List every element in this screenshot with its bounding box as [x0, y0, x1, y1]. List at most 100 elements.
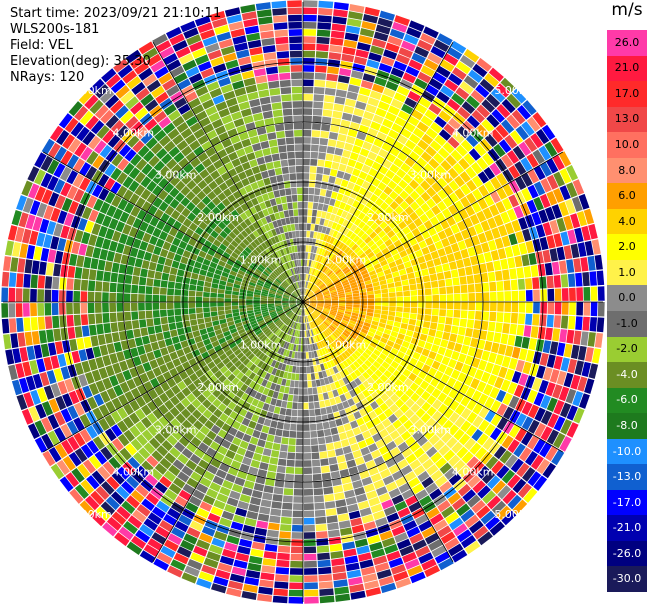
- velocity-cell: [395, 476, 407, 487]
- velocity-cell: [288, 350, 293, 358]
- velocity-cell: [173, 477, 186, 489]
- velocity-cell: [219, 243, 227, 251]
- velocity-cell: [201, 230, 210, 240]
- velocity-cell: [394, 15, 410, 26]
- velocity-cell: [566, 329, 575, 344]
- velocity-cell: [264, 117, 275, 126]
- velocity-cell: [522, 100, 537, 116]
- velocity-cell: [468, 148, 481, 161]
- velocity-cell: [253, 383, 261, 392]
- velocity-cell: [321, 465, 330, 474]
- velocity-cell: [452, 112, 466, 125]
- velocity-cell: [228, 324, 236, 331]
- velocity-cell: [174, 289, 182, 296]
- velocity-cell: [360, 446, 371, 456]
- velocity-cell: [272, 595, 288, 604]
- velocity-cell: [240, 285, 248, 290]
- velocity-cell: [296, 281, 300, 289]
- velocity-cell: [404, 97, 417, 109]
- velocity-cell: [289, 297, 297, 301]
- velocity-cell: [236, 94, 249, 104]
- velocity-cell: [371, 213, 380, 222]
- velocity-cell: [245, 257, 253, 264]
- velocity-cell: [304, 596, 319, 604]
- velocity-cell: [356, 279, 364, 284]
- velocity-cell: [118, 264, 127, 274]
- velocity-cell: [234, 280, 242, 286]
- velocity-cell: [350, 590, 366, 600]
- velocity-cell: [293, 358, 297, 366]
- velocity-cell: [221, 439, 232, 449]
- velocity-cell: [349, 175, 358, 184]
- velocity-cell: [423, 163, 435, 175]
- velocity-cell: [398, 268, 407, 276]
- velocity-cell: [349, 264, 357, 271]
- velocity-cell: [360, 295, 367, 299]
- velocity-cell: [122, 245, 132, 256]
- velocity-cell: [334, 177, 343, 186]
- velocity-cell: [74, 267, 83, 279]
- velocity-cell: [273, 317, 280, 323]
- velocity-cell: [240, 230, 249, 238]
- velocity-cell: [318, 196, 325, 204]
- velocity-cell: [175, 230, 185, 240]
- velocity-cell: [403, 354, 412, 363]
- velocity-cell: [310, 313, 316, 320]
- velocity-cell: [16, 317, 24, 332]
- velocity-cell: [317, 22, 332, 30]
- velocity-cell: [213, 357, 222, 366]
- velocity-cell: [405, 246, 414, 255]
- velocity-cell: [95, 485, 110, 500]
- velocity-cell: [473, 525, 489, 540]
- velocity-cell: [211, 537, 226, 548]
- velocity-cell: [322, 421, 330, 430]
- velocity-cell: [381, 293, 389, 298]
- velocity-cell: [527, 389, 538, 404]
- velocity-cell: [354, 369, 362, 377]
- velocity-cell: [327, 139, 337, 147]
- velocity-cell: [362, 371, 370, 380]
- velocity-cell: [452, 67, 467, 80]
- velocity-cell: [431, 315, 439, 323]
- velocity-cell: [392, 225, 402, 234]
- velocity-cell: [389, 306, 396, 312]
- velocity-cell: [218, 38, 233, 49]
- velocity-cell: [304, 316, 307, 323]
- velocity-cell: [330, 308, 338, 311]
- velocity-cell: [321, 348, 327, 355]
- velocity-cell: [443, 123, 456, 136]
- velocity-cell: [310, 430, 318, 438]
- velocity-cell: [228, 274, 236, 280]
- velocity-cell: [73, 278, 81, 291]
- velocity-cell: [475, 292, 483, 302]
- velocity-cell: [260, 297, 268, 301]
- velocity-cell: [99, 144, 113, 159]
- velocity-cell: [7, 225, 18, 241]
- velocity-cell: [326, 317, 333, 323]
- velocity-cell: [73, 188, 85, 203]
- velocity-cell: [346, 302, 353, 305]
- velocity-cell: [150, 60, 166, 73]
- velocity-cell: [207, 211, 217, 221]
- velocity-cell: [328, 52, 342, 61]
- velocity-cell: [356, 42, 371, 52]
- velocity-cell: [78, 374, 88, 387]
- velocity-cell: [287, 311, 293, 317]
- velocity-cell: [338, 520, 351, 529]
- velocity-cell: [436, 65, 451, 78]
- velocity-cell: [315, 516, 327, 525]
- velocity-cell: [19, 243, 29, 259]
- velocity-cell: [310, 336, 314, 344]
- velocity-cell: [267, 169, 276, 177]
- velocity-cell: [197, 61, 212, 72]
- velocity-cell: [336, 506, 348, 515]
- velocity-cell: [482, 437, 495, 451]
- velocity-cell: [448, 73, 463, 86]
- velocity-cell: [392, 253, 401, 261]
- velocity-cell: [310, 299, 317, 302]
- velocity-cell: [371, 548, 386, 559]
- velocity-cell: [338, 295, 346, 299]
- velocity-cell: [393, 140, 404, 151]
- velocity-cell: [405, 348, 415, 357]
- velocity-cell: [295, 344, 299, 352]
